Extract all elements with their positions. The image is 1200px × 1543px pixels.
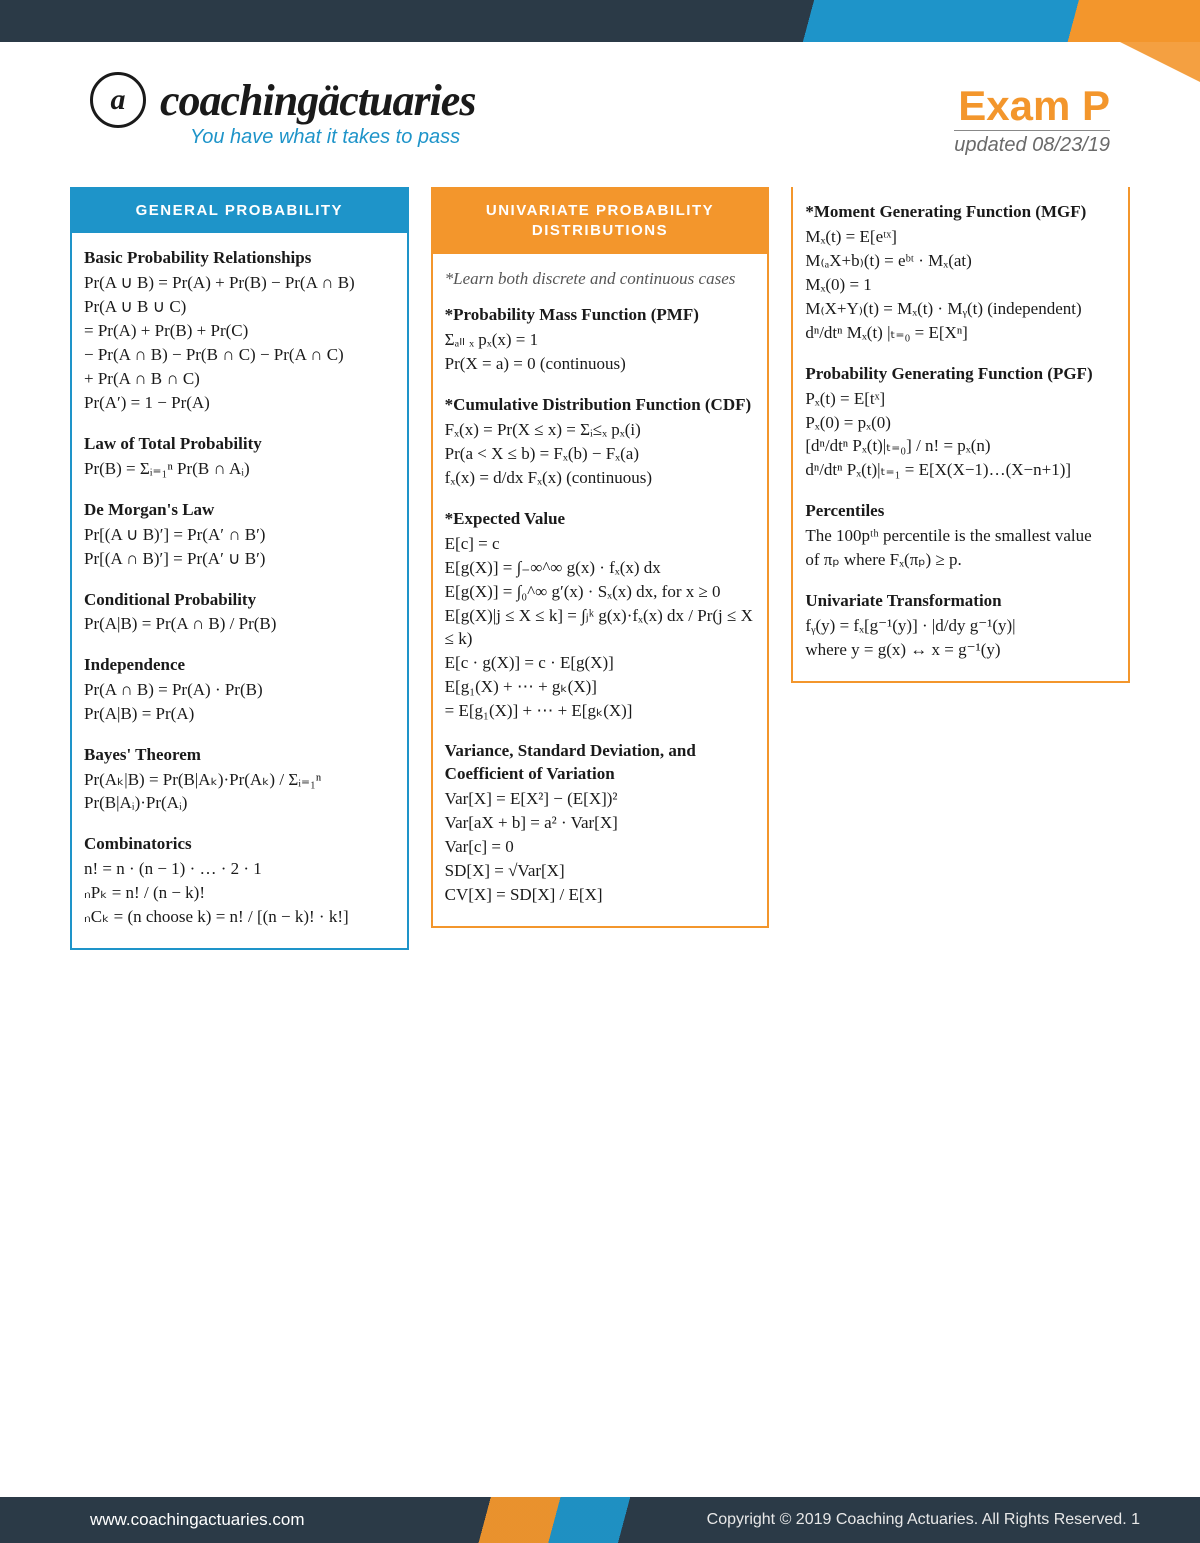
section-title: *Expected Value xyxy=(445,508,756,531)
column-body: Basic Probability RelationshipsPr(A ∪ B)… xyxy=(72,233,407,948)
equation-line: Var[c] = 0 xyxy=(445,836,756,859)
section-title: Bayes' Theorem xyxy=(84,744,395,767)
equation-line: E[g(X)] = ∫₀^∞ g′(x) · Sₓ(x) dx, for x ≥… xyxy=(445,581,756,604)
formula-section: Combinatoricsn! = n · (n − 1) · … · 2 · … xyxy=(84,833,395,929)
formula-section: Basic Probability RelationshipsPr(A ∪ B)… xyxy=(84,247,395,415)
equation-line: where y = g(x) ↔ x = g⁻¹(y) xyxy=(805,639,1116,662)
section-title: Basic Probability Relationships xyxy=(84,247,395,270)
section-title: Combinatorics xyxy=(84,833,395,856)
section-title: Univariate Transformation xyxy=(805,590,1116,613)
section-title: Law of Total Probability xyxy=(84,433,395,456)
column-body: *Learn both discrete and continuous case… xyxy=(433,254,768,927)
equation-line: M₍ₐX+b₎(t) = eᵇᵗ · Mₓ(at) xyxy=(805,250,1116,273)
column-univariate-continued: *Moment Generating Function (MGF)Mₓ(t) =… xyxy=(791,187,1130,683)
equation-line: of πₚ where Fₓ(πₚ) ≥ p. xyxy=(805,549,1116,572)
column-univariate-distributions: UNIVARIATE PROBABILITY DISTRIBUTIONS *Le… xyxy=(431,187,770,928)
equation-line: Pr(A ∪ B) = Pr(A) + Pr(B) − Pr(A ∩ B) xyxy=(84,272,395,295)
footer-copyright: Copyright © 2019 Coaching Actuaries. All… xyxy=(707,1511,1140,1529)
brand-tagline: You have what it takes to pass xyxy=(190,126,475,149)
equation-line: Σₐₗₗ ₓ pₓ(x) = 1 xyxy=(445,329,756,352)
footer-url: www.coachingactuaries.com xyxy=(90,1510,304,1530)
section-title: *Cumulative Distribution Function (CDF) xyxy=(445,394,756,417)
formula-section: *Cumulative Distribution Function (CDF)F… xyxy=(445,394,756,490)
equation-line: [dⁿ/dtⁿ Pₓ(t)|ₜ₌₀] / n! = pₓ(n) xyxy=(805,435,1116,458)
equation-line: dⁿ/dtⁿ Pₓ(t)|ₜ₌₁ = E[X(X−1)…(X−n+1)] xyxy=(805,459,1116,482)
equation-line: CV[X] = SD[X] / E[X] xyxy=(445,884,756,907)
exam-block: Exam P updated 08/23/19 xyxy=(954,82,1110,157)
equation-line: Pₓ(t) = E[tˣ] xyxy=(805,388,1116,411)
equation-line: Pr(A′) = 1 − Pr(A) xyxy=(84,392,395,415)
footer: www.coachingactuaries.com Copyright © 20… xyxy=(0,1497,1200,1543)
equation-line: Pr[(A ∪ B)′] = Pr(A′ ∩ B′) xyxy=(84,524,395,547)
equation-line: Pr(A ∩ B) = Pr(A) · Pr(B) xyxy=(84,679,395,702)
formula-section: *Moment Generating Function (MGF)Mₓ(t) =… xyxy=(805,201,1116,345)
equation-line: Var[aX + b] = a² · Var[X] xyxy=(445,812,756,835)
equation-line: = Pr(A) + Pr(B) + Pr(C) xyxy=(84,320,395,343)
formula-section: Bayes' TheoremPr(Aₖ|B) = Pr(B|Aₖ)·Pr(Aₖ)… xyxy=(84,744,395,815)
equation-line: Pr(A|B) = Pr(A) xyxy=(84,703,395,726)
formula-section: PercentilesThe 100pᵗʰ percentile is the … xyxy=(805,500,1116,572)
equation-line: The 100pᵗʰ percentile is the smallest va… xyxy=(805,525,1116,548)
formula-section: Variance, Standard Deviation, and Coeffi… xyxy=(445,740,756,907)
equation-line: dⁿ/dtⁿ Mₓ(t) |ₜ₌₀ = E[Xⁿ] xyxy=(805,322,1116,345)
equation-line: ₙCₖ = (n choose k) = n! / [(n − k)! · k!… xyxy=(84,906,395,929)
formula-section: Conditional ProbabilityPr(A|B) = Pr(A ∩ … xyxy=(84,589,395,637)
brand-block: a coachingäctuaries You have what it tak… xyxy=(90,72,475,149)
section-title: Percentiles xyxy=(805,500,1116,523)
equation-line: Fₓ(x) = Pr(X ≤ x) = Σᵢ≤ₓ pₓ(i) xyxy=(445,419,756,442)
equation-line: + Pr(A ∩ B ∩ C) xyxy=(84,368,395,391)
section-title: Conditional Probability xyxy=(84,589,395,612)
equation-line: ₙPₖ = n! / (n − k)! xyxy=(84,882,395,905)
column-header: UNIVARIATE PROBABILITY DISTRIBUTIONS xyxy=(433,189,768,254)
column-header: GENERAL PROBABILITY xyxy=(72,189,407,233)
equation-line: Pr(B) = Σᵢ₌₁ⁿ Pr(B ∩ Aᵢ) xyxy=(84,458,395,481)
columns: GENERAL PROBABILITY Basic Probability Re… xyxy=(0,167,1200,950)
section-title: Independence xyxy=(84,654,395,677)
equation-line: Pr(A|B) = Pr(A ∩ B) / Pr(B) xyxy=(84,613,395,636)
header: a coachingäctuaries You have what it tak… xyxy=(0,42,1200,167)
formula-section: Law of Total ProbabilityPr(B) = Σᵢ₌₁ⁿ Pr… xyxy=(84,433,395,481)
column-note: *Learn both discrete and continuous case… xyxy=(445,268,756,291)
equation-line: Pr(Aₖ|B) = Pr(B|Aₖ)·Pr(Aₖ) / Σᵢ₌₁ⁿ Pr(B|… xyxy=(84,769,395,815)
formula-section: *Probability Mass Function (PMF)Σₐₗₗ ₓ p… xyxy=(445,304,756,376)
section-title: *Probability Mass Function (PMF) xyxy=(445,304,756,327)
equation-line: Pₓ(0) = pₓ(0) xyxy=(805,412,1116,435)
exam-updated: updated 08/23/19 xyxy=(954,130,1110,157)
equation-line: Pr(X = a) = 0 (continuous) xyxy=(445,353,756,376)
equation-line: Pr(A ∪ B ∪ C) xyxy=(84,296,395,319)
equation-line: n! = n · (n − 1) · … · 2 · 1 xyxy=(84,858,395,881)
brand-logo-icon: a xyxy=(90,72,146,128)
top-bar xyxy=(0,0,1200,42)
equation-line: E[g(X)|j ≤ X ≤ k] = ∫ⱼᵏ g(x)·fₓ(x) dx / … xyxy=(445,605,756,651)
equation-line: E[c] = c xyxy=(445,533,756,556)
equation-line: E[c · g(X)] = c · E[g(X)] xyxy=(445,652,756,675)
equation-line: Var[X] = E[X²] − (E[X])² xyxy=(445,788,756,811)
equation-line: = E[g₁(X)] + ⋯ + E[gₖ(X)] xyxy=(445,700,756,723)
formula-section: *Expected ValueE[c] = cE[g(X)] = ∫₋∞^∞ g… xyxy=(445,508,756,722)
formula-section: Probability Generating Function (PGF)Pₓ(… xyxy=(805,363,1116,483)
equation-line: − Pr(A ∩ B) − Pr(B ∩ C) − Pr(A ∩ C) xyxy=(84,344,395,367)
equation-line: fᵧ(y) = fₓ[g⁻¹(y)] · |d/dy g⁻¹(y)| xyxy=(805,615,1116,638)
equation-line: M₍X+Y₎(t) = Mₓ(t) · Mᵧ(t) (independent) xyxy=(805,298,1116,321)
section-title: Probability Generating Function (PGF) xyxy=(805,363,1116,386)
equation-line: Mₓ(0) = 1 xyxy=(805,274,1116,297)
formula-section: Univariate Transformationfᵧ(y) = fₓ[g⁻¹(… xyxy=(805,590,1116,662)
equation-line: fₓ(x) = d/dx Fₓ(x) (continuous) xyxy=(445,467,756,490)
section-title: Variance, Standard Deviation, and Coeffi… xyxy=(445,740,756,786)
formula-section: IndependencePr(A ∩ B) = Pr(A) · Pr(B)Pr(… xyxy=(84,654,395,726)
equation-line: Pr(a < X ≤ b) = Fₓ(b) − Fₓ(a) xyxy=(445,443,756,466)
equation-line: Pr[(A ∩ B)′] = Pr(A′ ∪ B′) xyxy=(84,548,395,571)
brand-name: coachingäctuaries xyxy=(160,75,475,126)
section-title: De Morgan's Law xyxy=(84,499,395,522)
equation-line: Mₓ(t) = E[eᵗˣ] xyxy=(805,226,1116,249)
column-body: *Moment Generating Function (MGF)Mₓ(t) =… xyxy=(793,187,1128,681)
exam-title: Exam P xyxy=(954,82,1110,130)
column-general-probability: GENERAL PROBABILITY Basic Probability Re… xyxy=(70,187,409,950)
equation-line: E[g(X)] = ∫₋∞^∞ g(x) · fₓ(x) dx xyxy=(445,557,756,580)
section-title: *Moment Generating Function (MGF) xyxy=(805,201,1116,224)
equation-line: E[g₁(X) + ⋯ + gₖ(X)] xyxy=(445,676,756,699)
formula-section: De Morgan's LawPr[(A ∪ B)′] = Pr(A′ ∩ B′… xyxy=(84,499,395,571)
equation-line: SD[X] = √Var[X] xyxy=(445,860,756,883)
